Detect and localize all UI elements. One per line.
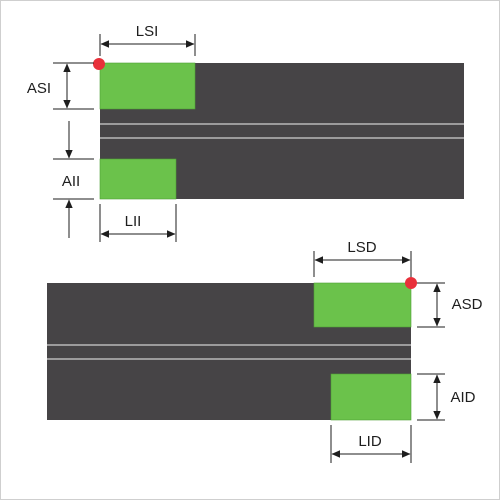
dimension-lii: LII bbox=[99, 204, 177, 242]
right-top-pad bbox=[313, 282, 412, 328]
aii-label: AII bbox=[62, 173, 80, 190]
dimension-lsi: LSI bbox=[99, 23, 196, 56]
left-top-pad bbox=[99, 62, 196, 110]
asd-label: ASD bbox=[452, 296, 483, 313]
dimension-lid: LID bbox=[330, 425, 412, 463]
dimension-aid: AID bbox=[417, 373, 476, 421]
dimension-asi: ASI bbox=[27, 62, 94, 110]
left-bottom-pad bbox=[99, 158, 177, 200]
right-bottom-pad bbox=[330, 373, 412, 421]
asi-label: ASI bbox=[27, 80, 51, 97]
right-origin-marker bbox=[405, 277, 417, 289]
left-profile bbox=[93, 58, 464, 200]
lii-label: LII bbox=[125, 213, 142, 230]
lid-label: LID bbox=[358, 433, 382, 450]
aid-label: AID bbox=[450, 389, 475, 406]
right-profile bbox=[47, 277, 417, 421]
dimension-aii: AII bbox=[53, 121, 94, 238]
lsi-label: LSI bbox=[136, 23, 159, 40]
dimension-lsd: LSD bbox=[313, 239, 412, 277]
left-origin-marker bbox=[93, 58, 105, 70]
lsd-label: LSD bbox=[347, 239, 376, 256]
dimension-asd: ASD bbox=[417, 282, 483, 328]
